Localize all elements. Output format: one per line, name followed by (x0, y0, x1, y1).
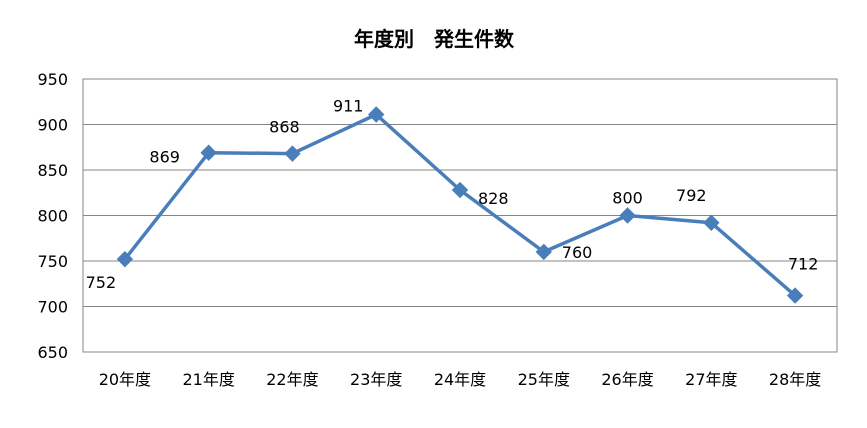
y-tick-label: 700 (37, 298, 68, 317)
x-tick-label: 24年度 (434, 370, 486, 389)
data-point-marker (786, 287, 804, 304)
x-tick-label: 25年度 (518, 370, 570, 389)
data-point-marker (200, 144, 217, 161)
data-point-marker (703, 214, 720, 231)
y-tick-label: 750 (37, 252, 68, 271)
y-tick-label: 650 (37, 343, 68, 362)
data-label: 712 (788, 255, 819, 274)
data-label: 911 (333, 96, 364, 115)
data-label: 868 (269, 118, 300, 137)
data-label: 800 (612, 189, 643, 208)
y-tick-label: 800 (37, 207, 68, 226)
y-tick-label: 850 (37, 161, 68, 180)
x-tick-label: 20年度 (99, 370, 151, 389)
x-tick-label: 28年度 (769, 370, 821, 389)
x-axis-tick-labels: 20年度 21年度 22年度 23年度 24年度 25年度 26年度 27年度 28年度 (99, 370, 822, 389)
series-layer (123, 112, 797, 298)
data-point-marker (368, 106, 385, 123)
data-label: 760 (562, 243, 593, 262)
x-tick-label: 27年度 (685, 370, 737, 389)
data-point-marker (535, 243, 552, 261)
x-tick-label: 26年度 (601, 370, 653, 389)
data-label: 792 (676, 186, 707, 205)
data-point-marker (284, 145, 301, 162)
x-tick-label: 21年度 (182, 370, 234, 389)
marker-layer (116, 106, 804, 304)
y-axis-tick-labels: 650 700 750 800 850 900 950 (37, 70, 68, 362)
series-line (123, 112, 797, 298)
x-tick-label: 23年度 (350, 370, 402, 389)
data-label: 869 (149, 148, 180, 167)
data-point-marker (116, 250, 134, 268)
gridlines (83, 124, 837, 307)
y-tick-label: 950 (37, 70, 68, 89)
data-label: 752 (86, 273, 117, 292)
x-tick-label: 22年度 (266, 370, 318, 389)
chart-title: 年度別 発生件数 (354, 27, 515, 51)
y-tick-label: 900 (37, 116, 68, 135)
data-point-marker (451, 181, 469, 199)
data-point-marker (619, 207, 636, 224)
data-label-layer: 752 869 868 911 828 760 800 792 712 (86, 96, 819, 292)
data-label: 828 (478, 189, 509, 208)
